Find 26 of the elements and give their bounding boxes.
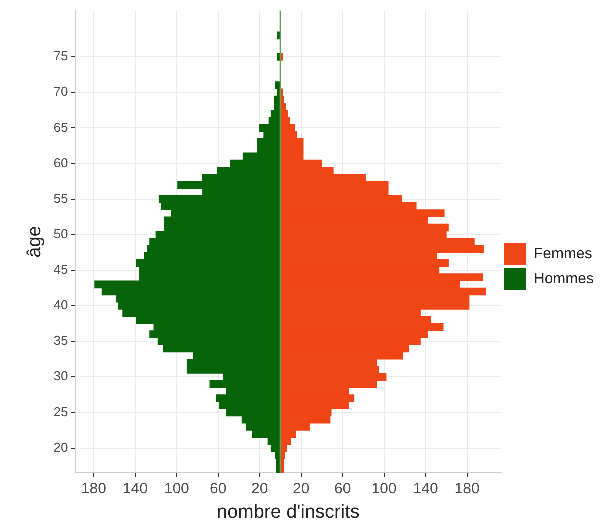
y-axis-title: âge [24,226,46,258]
y-tick-label: 25 [54,404,68,420]
x-tick-label: 100 [164,480,190,498]
x-tick-label: 20 [252,480,268,498]
x-tick-label: 100 [372,480,397,498]
x-tick-label: 180 [454,480,480,498]
y-tick-label: 40 [54,298,68,313]
y-tick-label: 35 [54,333,68,348]
x-tick-label: 180 [81,480,106,498]
y-tick-label: 50 [54,226,68,242]
y-tick-label: 60 [54,155,68,170]
y-tick-label: 65 [54,120,68,135]
x-tick-label: 20 [292,480,310,498]
y-tick-label: 30 [54,368,68,384]
y-tick-label: 20 [54,440,68,455]
x-tick-label: 60 [334,480,352,498]
legend-label: Femmes [534,246,592,263]
y-tick-label: 55 [54,190,68,206]
x-tick-label: 60 [210,480,227,498]
x-tick-label: 140 [122,480,148,498]
y-tick-label: 45 [54,262,68,278]
y-tick-label: 70 [54,84,68,100]
x-axis-title: nombre d'inscrits [216,502,360,523]
x-tick-label: 140 [413,480,438,498]
y-tick-label: 75 [54,48,68,64]
legend-label: Hommes [534,270,594,288]
